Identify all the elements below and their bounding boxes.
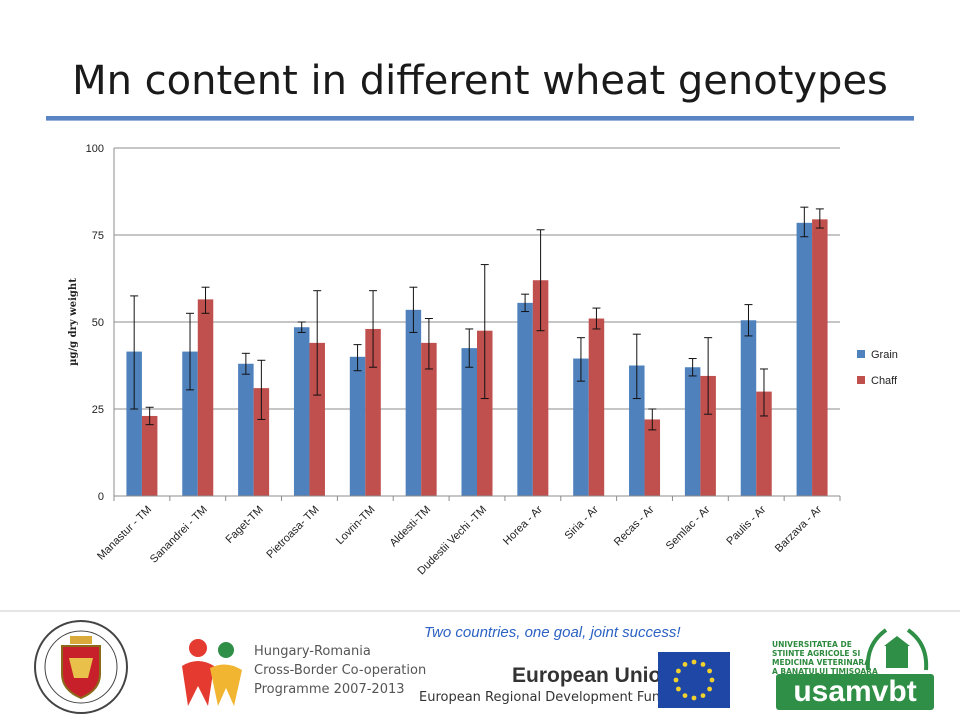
bar-grain bbox=[126, 351, 142, 496]
usamvbt-text: UNIVERSITATEA DE STIINTE AGRICOLE SI MED… bbox=[772, 640, 878, 676]
x-tick-label: Siria - Ar bbox=[562, 503, 601, 542]
y-tick-label: 100 bbox=[86, 143, 104, 155]
bar-chaff bbox=[644, 419, 661, 496]
eu-flag-icon bbox=[658, 652, 730, 708]
usamvbt-line: MEDICINA VETERINARA bbox=[772, 658, 870, 667]
eu-fund-text: European Regional Development Fund bbox=[419, 690, 669, 705]
bar-grain bbox=[573, 358, 589, 496]
eu-star bbox=[691, 659, 697, 665]
y-tick-label: 75 bbox=[92, 230, 104, 242]
usamvbt-line: A BANATULUI TIMISOARA bbox=[772, 667, 878, 676]
bar-chaff bbox=[197, 299, 214, 496]
bar-chaff bbox=[756, 391, 772, 496]
eu-star bbox=[707, 686, 712, 692]
bar-grain bbox=[461, 348, 477, 496]
bar-chart: 0 25 50 75 100 µg/g dry weight Manastur - TMSa… bbox=[68, 143, 898, 577]
y-tick-label: 25 bbox=[92, 404, 104, 416]
bar-grain bbox=[349, 356, 366, 496]
programme-line: Hungary-Romania bbox=[254, 644, 371, 659]
usamvbt-line: STIINTE AGRICOLE SI bbox=[772, 649, 861, 658]
bar-grain bbox=[740, 320, 757, 496]
bar-grain bbox=[684, 367, 701, 496]
eu-star bbox=[676, 668, 681, 674]
x-tick-label: Horea - Ar bbox=[501, 503, 545, 547]
eu-star bbox=[682, 693, 688, 698]
title-underline bbox=[46, 116, 914, 121]
szeged-university-seal-logo bbox=[34, 620, 128, 714]
usamvbt-wordmark: usamvbt bbox=[776, 674, 934, 710]
eu-star bbox=[691, 695, 697, 701]
eu-star bbox=[676, 686, 681, 692]
bar-grain bbox=[517, 302, 533, 496]
x-tick-label: Aldesti-TM bbox=[388, 504, 434, 550]
slide-title: Mn content in different wheat genotypes bbox=[72, 58, 888, 104]
x-tick-label: Faget-TM bbox=[224, 504, 266, 546]
programme-line: Programme 2007-2013 bbox=[254, 682, 405, 697]
x-tick-label: Recas - Ar bbox=[612, 503, 657, 548]
bar-chaff bbox=[532, 280, 549, 496]
x-tick-label: Manastur - TM bbox=[95, 504, 154, 563]
usamvbt-emblem-icon bbox=[865, 628, 929, 671]
eu-star bbox=[673, 677, 679, 683]
x-tick-label: Lovrin-TM bbox=[334, 504, 377, 547]
legend-label: Grain bbox=[871, 349, 898, 361]
bar-grain bbox=[796, 222, 813, 496]
programme-text: Hungary-Romania Cross-Border Co-operatio… bbox=[254, 642, 426, 699]
x-tick-label: Paulis - Ar bbox=[724, 503, 768, 547]
eu-star bbox=[700, 693, 706, 698]
eu-star bbox=[709, 677, 715, 683]
bar-chaff bbox=[700, 375, 716, 496]
eu-star bbox=[682, 662, 688, 667]
bar-chaff bbox=[141, 415, 158, 496]
bar-chaff bbox=[812, 219, 828, 496]
bar-chaff bbox=[309, 342, 325, 496]
footer-divider bbox=[0, 610, 960, 612]
bar-grain bbox=[293, 327, 310, 496]
bar-chaff bbox=[421, 342, 437, 496]
legend-swatch-grain bbox=[857, 350, 865, 358]
x-tick-label: Pietroasa- TM bbox=[264, 504, 321, 561]
x-tick-label: Sanandrei - TM bbox=[148, 504, 210, 566]
x-tick-label: Barzava - Ar bbox=[773, 503, 825, 555]
eu-star bbox=[700, 662, 706, 667]
bar-chaff bbox=[365, 328, 381, 496]
legend-swatch-chaff bbox=[857, 376, 865, 384]
usamvbt-line: UNIVERSITATEA DE bbox=[772, 640, 852, 649]
eu-title: European Union bbox=[512, 664, 675, 687]
hungary-romania-programme-logo bbox=[182, 639, 242, 706]
bar-grain bbox=[182, 351, 198, 496]
bar-chaff bbox=[588, 318, 605, 496]
x-tick-label: Semlac - Ar bbox=[664, 503, 713, 552]
slogan: Two countries, one goal, joint success! bbox=[424, 624, 681, 641]
eu-star bbox=[707, 668, 712, 674]
programme-line: Cross-Border Co-operation bbox=[254, 663, 427, 678]
legend-label: Chaff bbox=[871, 375, 898, 387]
bar-chaff bbox=[253, 388, 270, 496]
bar-grain bbox=[405, 309, 422, 496]
bar-grain bbox=[238, 363, 254, 496]
bar-chaff bbox=[477, 330, 493, 496]
y-tick-label: 50 bbox=[92, 317, 104, 329]
y-tick-label: 0 bbox=[98, 491, 104, 503]
y-axis-label: µg/g dry weight bbox=[68, 278, 79, 366]
